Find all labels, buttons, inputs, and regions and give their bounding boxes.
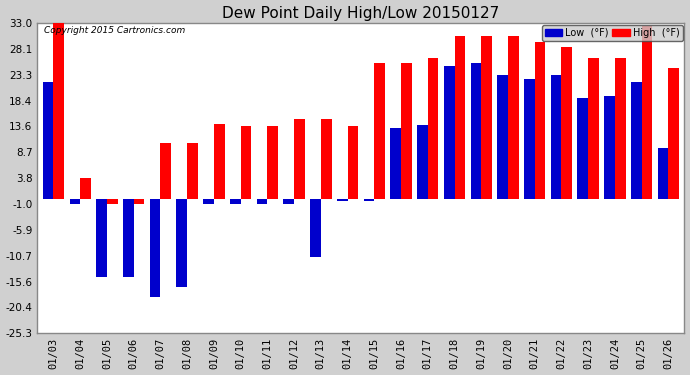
Bar (294, 119, 305, 199)
Bar (177, 199, 187, 286)
Bar (471, 63, 481, 199)
Title: Dew Point Daily High/Low 20150127: Dew Point Daily High/Low 20150127 (222, 6, 500, 21)
Bar (321, 119, 331, 199)
Bar (604, 96, 615, 199)
Text: Copyright 2015 Cartronics.com: Copyright 2015 Cartronics.com (44, 26, 185, 35)
Bar (551, 75, 562, 199)
Bar (96, 199, 107, 278)
Legend: Low  (°F), High  (°F): Low (°F), High (°F) (542, 25, 682, 41)
Bar (364, 199, 374, 201)
Bar (257, 199, 267, 204)
Bar (631, 82, 642, 199)
Bar (53, 23, 64, 199)
Bar (70, 199, 80, 204)
Bar (658, 148, 669, 199)
Bar (444, 66, 455, 199)
Bar (150, 199, 160, 297)
Bar (401, 63, 412, 199)
Bar (348, 126, 358, 199)
Bar (230, 199, 241, 204)
Bar (203, 199, 214, 204)
Bar (524, 79, 535, 199)
Bar (43, 82, 53, 199)
Bar (562, 47, 572, 199)
Bar (80, 178, 91, 199)
Bar (187, 143, 198, 199)
Bar (481, 36, 492, 199)
Bar (428, 58, 438, 199)
Bar (642, 26, 652, 199)
Bar (417, 125, 428, 199)
Bar (214, 124, 224, 199)
Bar (455, 36, 465, 199)
Bar (497, 75, 508, 199)
Bar (310, 199, 321, 257)
Bar (284, 199, 294, 204)
Bar (134, 199, 144, 204)
Bar (374, 63, 385, 199)
Bar (241, 126, 251, 199)
Bar (160, 143, 171, 199)
Bar (107, 199, 117, 204)
Bar (578, 98, 588, 199)
Bar (508, 36, 519, 199)
Bar (535, 42, 545, 199)
Bar (337, 199, 348, 201)
Bar (615, 58, 626, 199)
Bar (391, 129, 401, 199)
Bar (669, 68, 679, 199)
Bar (123, 199, 134, 278)
Bar (267, 126, 278, 199)
Bar (588, 58, 599, 199)
